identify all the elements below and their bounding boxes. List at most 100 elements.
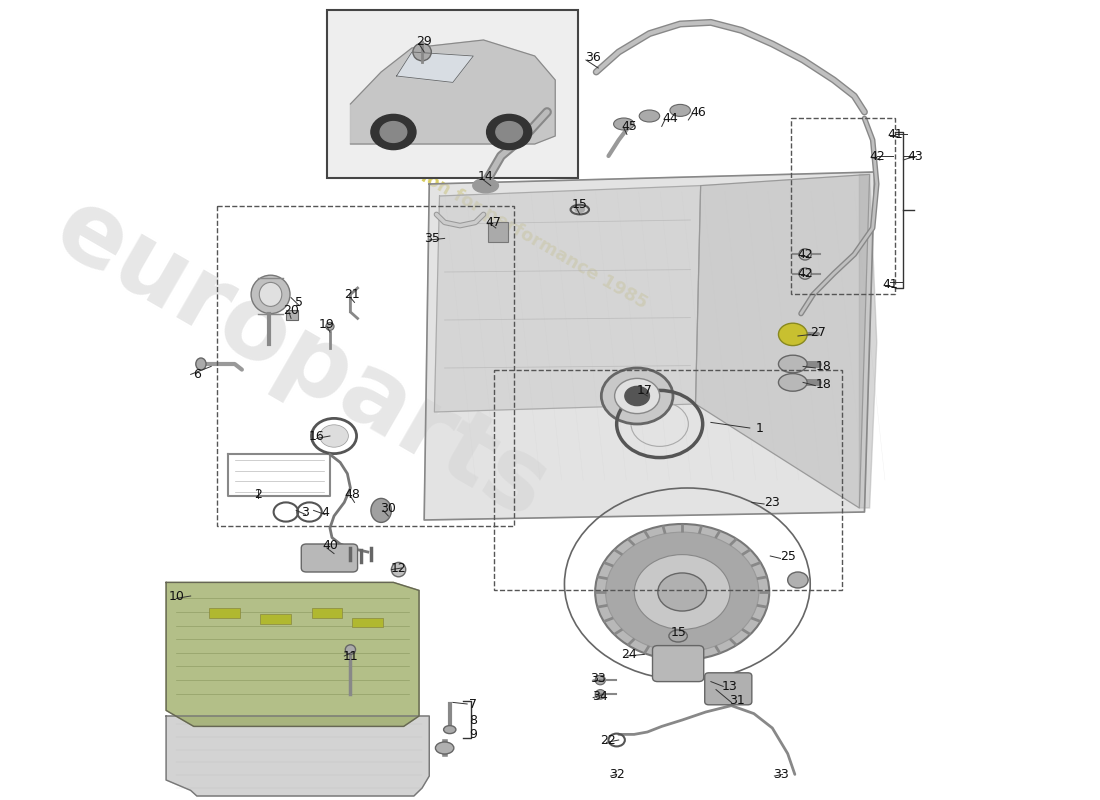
Ellipse shape (595, 690, 605, 699)
FancyBboxPatch shape (652, 646, 704, 682)
Bar (286, 310, 298, 320)
Text: 45: 45 (621, 120, 637, 133)
Text: 1: 1 (756, 422, 764, 434)
Circle shape (779, 323, 807, 346)
Ellipse shape (443, 726, 455, 734)
Circle shape (615, 378, 660, 414)
Circle shape (371, 114, 416, 150)
Polygon shape (425, 172, 874, 520)
Text: 3: 3 (301, 506, 309, 518)
Text: 21: 21 (344, 288, 361, 301)
Circle shape (635, 554, 730, 630)
Bar (487, 222, 508, 242)
Ellipse shape (436, 742, 454, 754)
Ellipse shape (371, 498, 392, 522)
Ellipse shape (779, 374, 807, 391)
Ellipse shape (639, 110, 660, 122)
Text: 9: 9 (470, 728, 477, 741)
Text: 42: 42 (798, 267, 813, 280)
Circle shape (602, 368, 673, 424)
Text: 4: 4 (321, 506, 329, 518)
Bar (261, 614, 292, 624)
Text: 17: 17 (637, 384, 652, 397)
Text: 31: 31 (728, 694, 745, 706)
Text: 33: 33 (591, 672, 606, 685)
Ellipse shape (670, 104, 691, 116)
Polygon shape (351, 40, 556, 144)
Text: 23: 23 (764, 496, 780, 509)
Circle shape (606, 532, 759, 652)
Text: europarts: europarts (37, 180, 564, 540)
Text: 33: 33 (772, 768, 789, 781)
Bar (494, 370, 842, 590)
Circle shape (595, 524, 769, 660)
Bar (352, 618, 383, 627)
Polygon shape (859, 174, 877, 508)
Text: 13: 13 (722, 680, 737, 693)
Text: 32: 32 (608, 768, 625, 781)
Text: 29: 29 (416, 35, 432, 48)
Ellipse shape (412, 43, 431, 61)
Ellipse shape (392, 562, 406, 577)
Polygon shape (396, 52, 473, 82)
Text: 42: 42 (869, 150, 884, 162)
Ellipse shape (473, 178, 498, 193)
Text: 19: 19 (319, 318, 334, 330)
Text: 41: 41 (888, 128, 903, 141)
Polygon shape (166, 716, 429, 796)
Text: a passion for performance 1985: a passion for performance 1985 (362, 135, 650, 313)
Text: 22: 22 (601, 734, 616, 746)
Text: 12: 12 (390, 562, 406, 574)
Text: 6: 6 (192, 368, 201, 381)
Ellipse shape (614, 118, 634, 130)
Polygon shape (434, 186, 701, 412)
Circle shape (496, 122, 522, 142)
Text: 14: 14 (477, 170, 494, 182)
Text: 46: 46 (691, 106, 706, 118)
Ellipse shape (799, 268, 811, 279)
Ellipse shape (196, 358, 206, 370)
Text: 30: 30 (381, 502, 396, 514)
Text: 10: 10 (168, 590, 185, 602)
Text: 18: 18 (815, 378, 832, 390)
Ellipse shape (779, 355, 807, 373)
Text: 41: 41 (882, 278, 898, 290)
Text: 8: 8 (470, 714, 477, 726)
Bar (311, 608, 342, 618)
Text: 40: 40 (322, 539, 338, 552)
Text: 42: 42 (798, 248, 813, 261)
Polygon shape (166, 582, 419, 726)
Bar (218, 206, 515, 526)
Text: 7: 7 (470, 698, 477, 710)
Bar (791, 118, 895, 294)
Text: 25: 25 (780, 550, 795, 562)
Text: 11: 11 (342, 650, 359, 662)
Text: 44: 44 (662, 112, 678, 125)
Text: 18: 18 (815, 360, 832, 373)
Text: 24: 24 (621, 648, 637, 661)
Circle shape (381, 122, 407, 142)
Text: 34: 34 (593, 690, 608, 702)
Text: 36: 36 (585, 51, 601, 64)
Circle shape (788, 572, 808, 588)
Text: 15: 15 (572, 198, 587, 210)
Ellipse shape (260, 282, 282, 306)
Text: 5: 5 (295, 296, 304, 309)
Circle shape (320, 425, 349, 447)
Ellipse shape (345, 645, 355, 654)
Text: 16: 16 (309, 430, 324, 442)
Circle shape (658, 573, 706, 611)
Bar (209, 608, 240, 618)
Ellipse shape (575, 207, 584, 212)
Circle shape (625, 386, 649, 406)
Text: 35: 35 (425, 232, 440, 245)
Polygon shape (695, 174, 870, 508)
Text: 15: 15 (670, 626, 686, 638)
Circle shape (486, 114, 531, 150)
Text: 47: 47 (486, 216, 502, 229)
Bar (327, 10, 578, 178)
Ellipse shape (251, 275, 290, 314)
Text: 43: 43 (908, 150, 924, 162)
FancyBboxPatch shape (705, 673, 751, 705)
Text: 2: 2 (254, 488, 262, 501)
